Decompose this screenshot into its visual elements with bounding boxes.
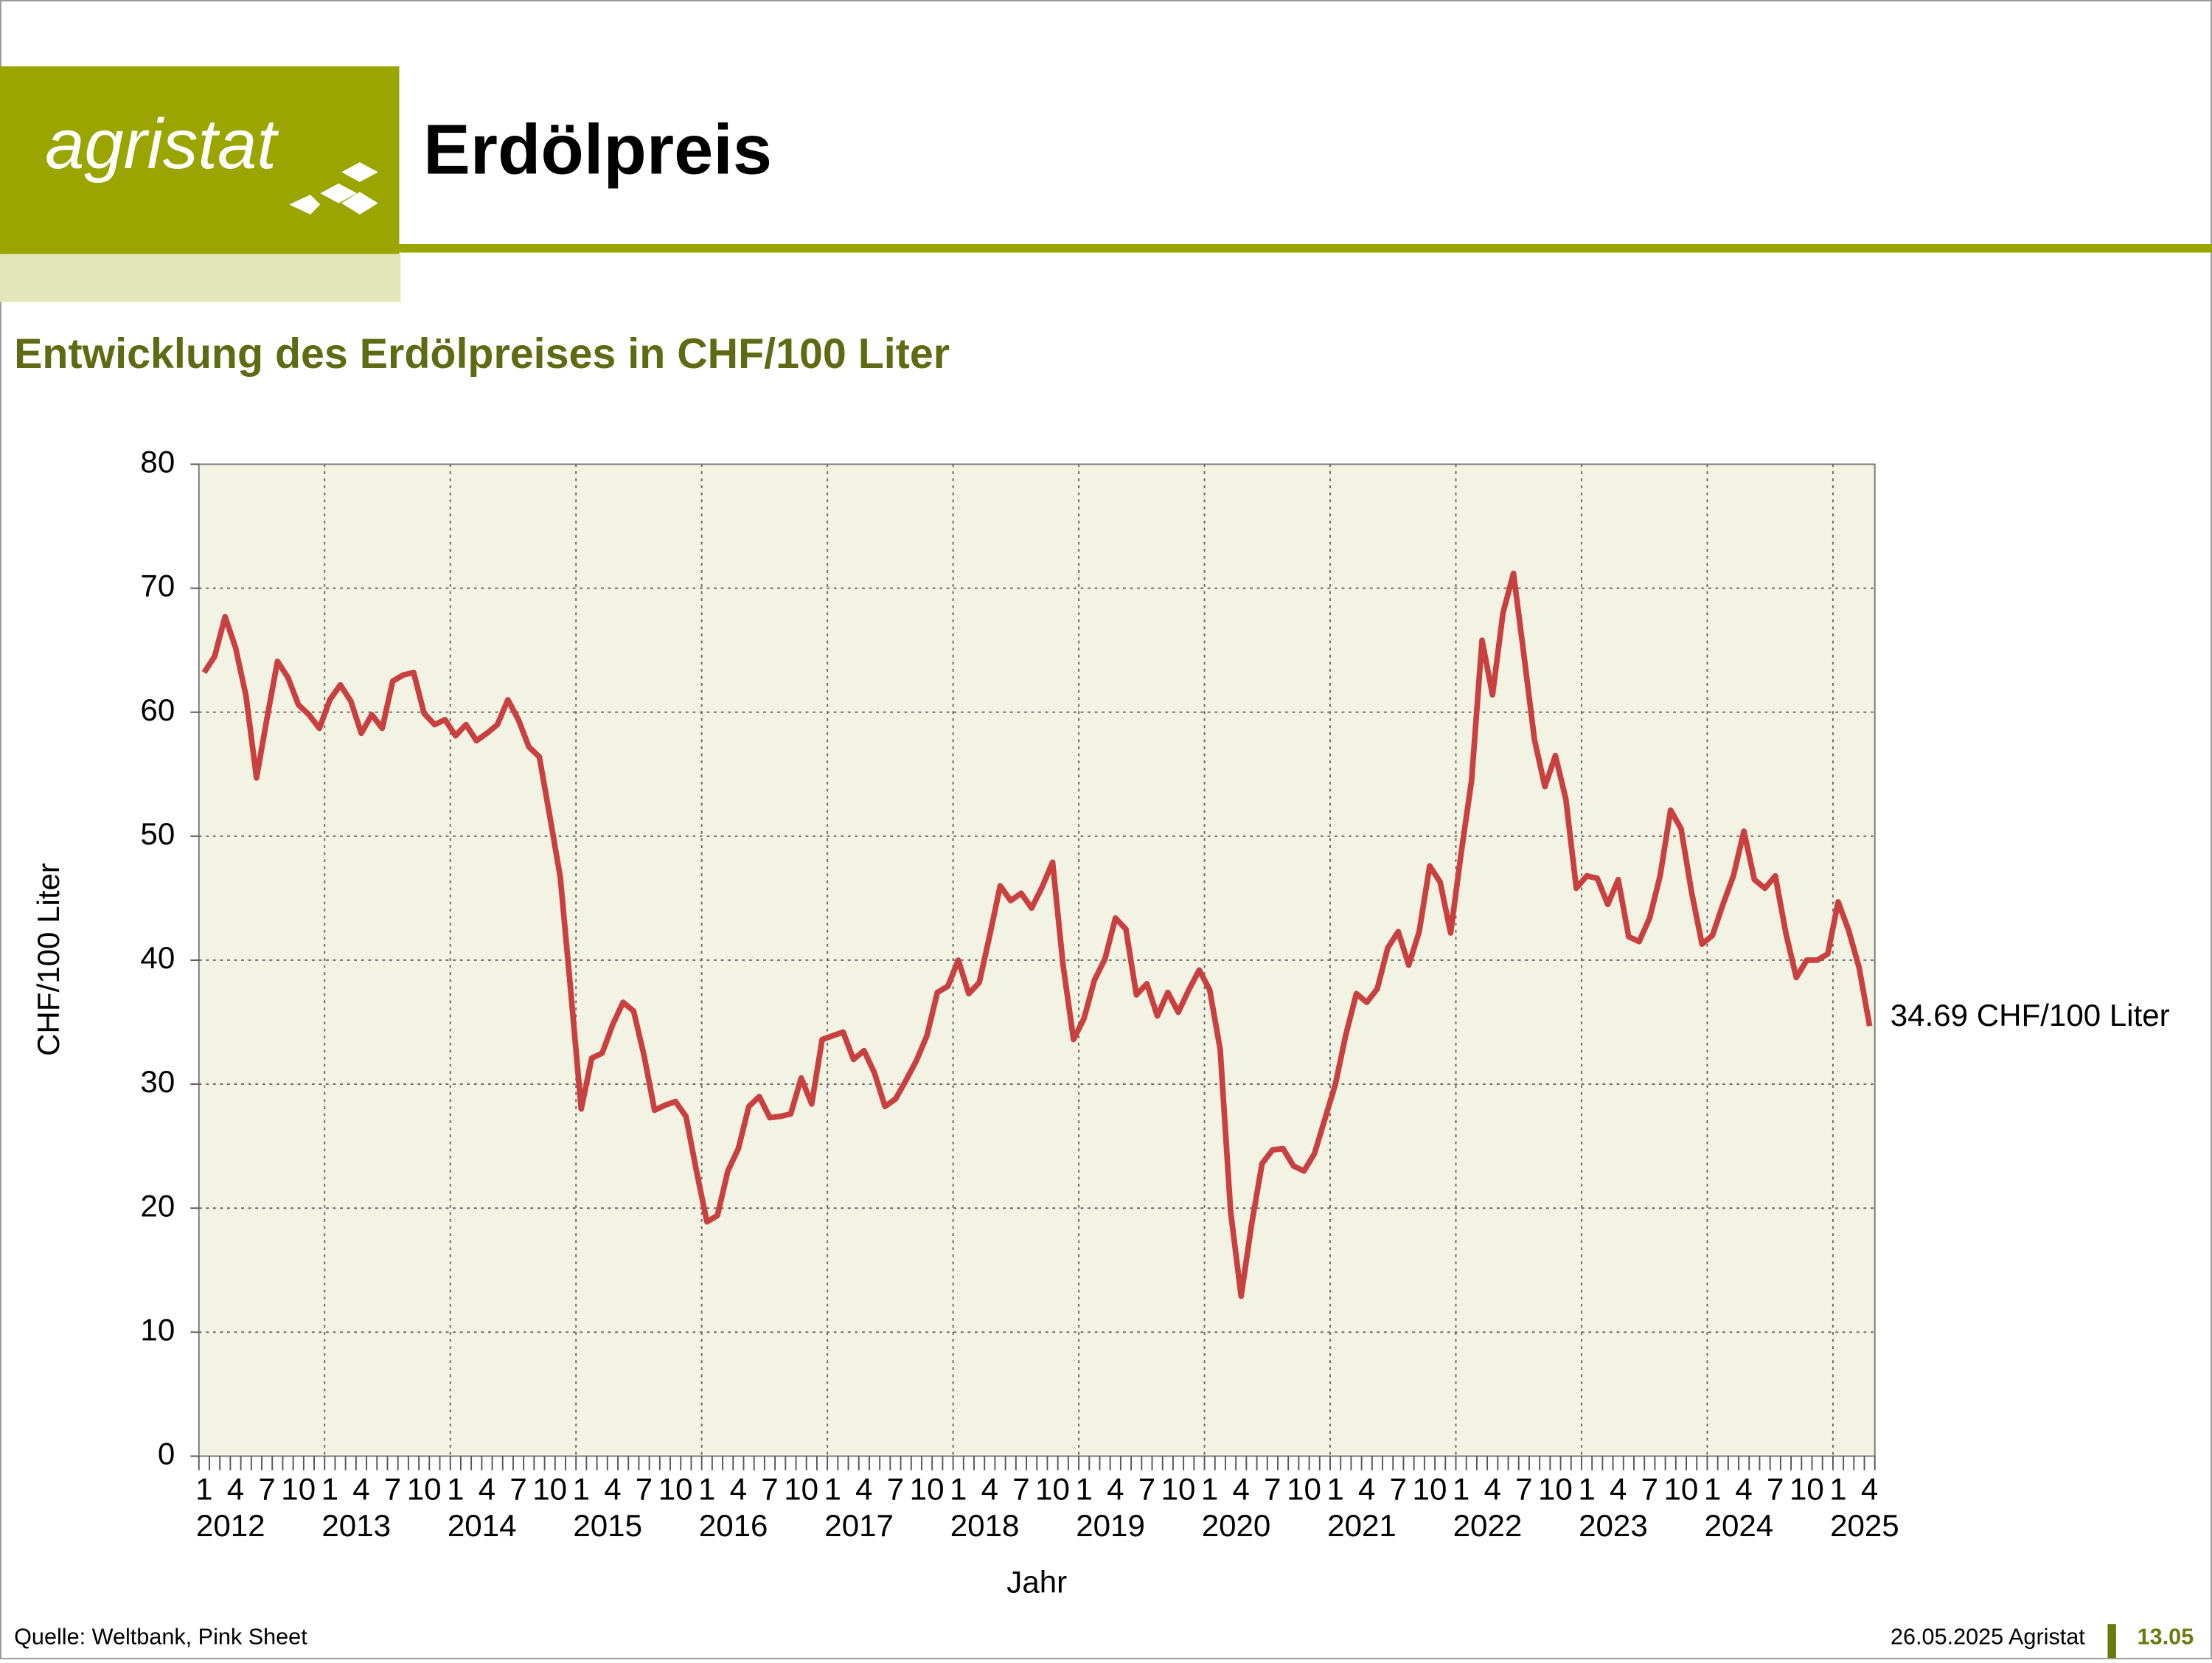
year-label: 2014 — [448, 1508, 517, 1543]
price-line — [201, 570, 1873, 1299]
x-tick-label: 4 — [730, 1471, 747, 1506]
x-tick-label: 7 — [1264, 1471, 1281, 1506]
x-tick-label: 4 — [1107, 1471, 1124, 1506]
logo: agristat — [45, 105, 279, 184]
x-tick-label: 4 — [855, 1471, 872, 1506]
x-tick-label: 1 — [824, 1471, 841, 1506]
x-tick-label: 4 — [1735, 1471, 1752, 1506]
y-tick-label: 20 — [140, 1188, 175, 1223]
year-label: 2017 — [824, 1508, 894, 1543]
x-tick-label: 10 — [407, 1471, 442, 1506]
x-tick-label: 1 — [195, 1471, 212, 1506]
year-label: 2021 — [1327, 1508, 1397, 1543]
x-tick-label: 1 — [698, 1471, 715, 1506]
x-tick-label: 1 — [1075, 1471, 1092, 1506]
year-label: 2012 — [196, 1508, 265, 1543]
y-tick-label: 10 — [140, 1312, 175, 1347]
year-label: 2019 — [1076, 1508, 1145, 1543]
x-tick-label: 10 — [1287, 1471, 1321, 1506]
x-tick-label: 10 — [281, 1471, 316, 1506]
x-tick-label: 7 — [636, 1471, 653, 1506]
x-tick-label: 10 — [1790, 1471, 1824, 1506]
page-title: Erdölpreis — [423, 111, 772, 190]
x-tick-label: 1 — [447, 1471, 464, 1506]
x-tick-label: 4 — [1233, 1471, 1250, 1506]
x-tick-label: 10 — [658, 1471, 693, 1506]
x-tick-label: 7 — [509, 1471, 526, 1506]
x-tick-label: 4 — [604, 1471, 621, 1506]
source: Quelle: Weltbank, Pink Sheet — [14, 1624, 307, 1649]
x-tick-label: 7 — [384, 1471, 401, 1506]
x-tick-label: 1 — [1326, 1471, 1343, 1506]
x-tick-label: 7 — [258, 1471, 275, 1506]
x-tick-label: 4 — [352, 1471, 369, 1506]
x-tick-label: 10 — [1035, 1471, 1070, 1506]
logo-box — [0, 66, 400, 254]
x-tick-label: 4 — [1358, 1471, 1375, 1506]
x-tick-label: 10 — [1538, 1471, 1573, 1506]
x-tick-label: 4 — [479, 1471, 495, 1506]
x-tick-label: 1 — [573, 1471, 590, 1506]
y-tick-label: 70 — [140, 569, 175, 603]
x-tick-label: 7 — [1390, 1471, 1407, 1506]
end-annotation: 34.69 CHF/100 Liter — [1891, 998, 2170, 1032]
page-number: 13.05 — [2138, 1624, 2194, 1649]
y-tick-label: 0 — [158, 1437, 175, 1471]
x-tick-label: 7 — [1138, 1471, 1155, 1506]
year-label: 2024 — [1705, 1508, 1774, 1543]
x-tick-label: 1 — [1453, 1471, 1470, 1506]
header-strip — [0, 254, 401, 302]
header-rule — [399, 243, 2212, 253]
x-tick-label: 1 — [321, 1471, 338, 1506]
year-label: 2018 — [950, 1508, 1020, 1543]
x-tick-label: 7 — [1012, 1471, 1029, 1506]
x-tick-label: 10 — [532, 1471, 567, 1506]
y-axis-label: CHF/100 Liter — [31, 863, 66, 1056]
year-label: 2016 — [699, 1508, 768, 1543]
y-tick-label: 30 — [140, 1064, 175, 1099]
year-label: 2025 — [1830, 1508, 1899, 1543]
x-tick-label: 1 — [1829, 1471, 1846, 1506]
x-tick-label: 4 — [981, 1471, 998, 1506]
year-label: 2013 — [321, 1508, 391, 1543]
year-label: 2015 — [573, 1508, 642, 1543]
x-tick-label: 4 — [227, 1471, 244, 1506]
year-label: 2020 — [1202, 1508, 1271, 1543]
x-tick-label: 4 — [1610, 1471, 1627, 1506]
footer-date: 26.05.2025 Agristat — [1891, 1624, 2085, 1649]
x-tick-label: 7 — [1515, 1471, 1532, 1506]
y-tick-label: 40 — [140, 940, 175, 975]
year-label: 2023 — [1579, 1508, 1648, 1543]
year-label: 2022 — [1453, 1508, 1523, 1543]
x-tick-label: 7 — [887, 1471, 904, 1506]
x-tick-label: 10 — [910, 1471, 945, 1506]
x-tick-label: 10 — [1664, 1471, 1699, 1506]
x-tick-label: 10 — [784, 1471, 818, 1506]
x-tick-label: 1 — [1201, 1471, 1218, 1506]
y-tick-label: 50 — [140, 816, 175, 851]
x-tick-label: 7 — [1767, 1471, 1784, 1506]
chart-title: Entwicklung des Erdölpreises in CHF/100 … — [14, 330, 950, 378]
x-axis-label: Jahr — [1006, 1565, 1067, 1600]
footer-bar — [2107, 1624, 2116, 1659]
x-tick-label: 1 — [1704, 1471, 1721, 1506]
y-tick-label: 80 — [140, 445, 175, 479]
x-tick-label: 1 — [950, 1471, 967, 1506]
x-tick-label: 7 — [1641, 1471, 1658, 1506]
x-tick-label: 4 — [1861, 1471, 1878, 1506]
x-tick-label: 10 — [1161, 1471, 1196, 1506]
y-tick-label: 60 — [140, 692, 175, 727]
x-tick-label: 7 — [761, 1471, 778, 1506]
x-tick-label: 1 — [1578, 1471, 1595, 1506]
x-tick-label: 4 — [1484, 1471, 1501, 1506]
x-tick-label: 10 — [1413, 1471, 1447, 1506]
